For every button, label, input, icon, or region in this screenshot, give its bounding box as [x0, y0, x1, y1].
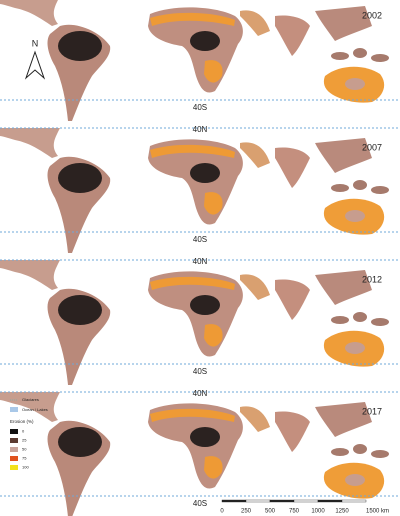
map-panel: 2007 40N 40S	[0, 125, 400, 253]
map-panel: 2017 40N 40S	[0, 389, 400, 516]
panel-year: 2017	[362, 406, 382, 416]
legend-label: Glaciares	[22, 397, 39, 402]
legend-label: 75	[22, 456, 27, 461]
continents	[0, 392, 389, 516]
panel-year: 2012	[362, 274, 382, 284]
ocean-swatch	[10, 407, 18, 412]
scale-label: 1500 km	[366, 509, 389, 515]
north-arrow	[24, 50, 46, 80]
scale-label: 750	[289, 509, 300, 515]
legend-swatch	[10, 447, 18, 452]
legend-swatch	[10, 465, 18, 470]
legend: Glaciares Ocean / Lakes Erosion (%) 0 25 50 75…	[10, 397, 48, 470]
latitude-label: 40N	[193, 125, 208, 134]
scale-label: 1250	[335, 509, 349, 515]
latitude-label: 40S	[193, 499, 207, 508]
latitude-label: 40S	[193, 103, 207, 112]
legend-swatch	[10, 456, 18, 461]
scale-segment	[293, 499, 319, 503]
scale-segment	[269, 499, 295, 503]
latitude-label: 40N	[193, 389, 208, 398]
scale-segment	[245, 499, 271, 503]
legend-swatch	[10, 429, 18, 434]
legend-swatch	[10, 438, 18, 443]
latitude-label: 40N	[193, 257, 208, 266]
latitude-label: 40S	[193, 235, 207, 244]
legend-label: 100	[22, 465, 29, 470]
scale-segment	[341, 499, 367, 503]
legend-title: Erosion (%)	[10, 419, 34, 424]
map-panel: 2012 40N 40S	[0, 257, 400, 385]
scale-label: 1000	[311, 509, 325, 515]
scale-label: 0	[220, 509, 224, 515]
panel-year: 2002	[362, 10, 382, 20]
scale-segment	[221, 499, 247, 503]
scale-label: 500	[265, 509, 276, 515]
legend-label: 0	[22, 429, 25, 434]
legend-label: 25	[22, 438, 27, 443]
legend-label: 50	[22, 447, 27, 452]
latitude-label: 40S	[193, 367, 207, 376]
panel-year: 2007	[362, 142, 382, 152]
scale-bar: 0 250 500 750 1000 1250 1500 km	[220, 499, 389, 515]
north-label: N	[32, 38, 39, 48]
scale-segment	[317, 499, 343, 503]
legend-label: Ocean / Lakes	[22, 407, 48, 412]
map-panel: 2002 40S	[0, 0, 400, 121]
scale-label: 250	[241, 509, 252, 515]
